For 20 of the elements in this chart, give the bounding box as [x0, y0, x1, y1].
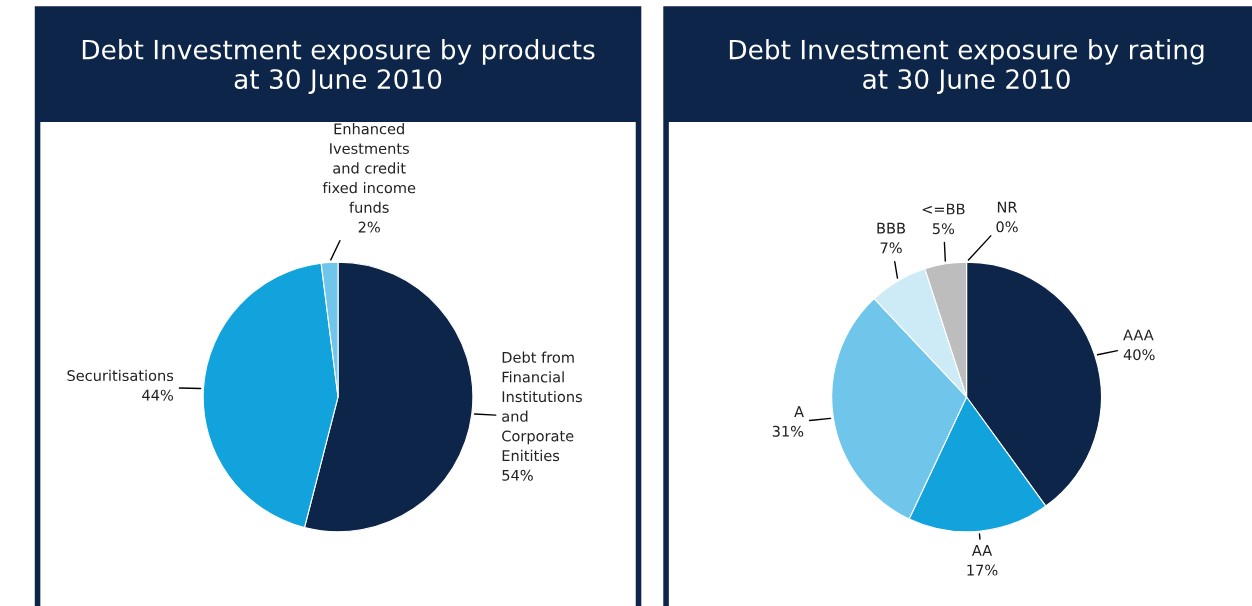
- data-label: 17%: [967, 564, 998, 576]
- slice-label: Securitisations: [67, 369, 174, 382]
- slice-label: AAA: [1123, 329, 1154, 341]
- chart-title: Debt Investment exposure by products at 30 June 2010: [82, 39, 595, 94]
- slice-label: <=BB: [922, 203, 965, 215]
- slice-label: Debt from Financial Institutions and Corporate Enitities: [502, 351, 582, 462]
- data-label: 54%: [502, 469, 533, 481]
- data-label: 7%: [880, 242, 902, 254]
- slice-label: AA: [971, 545, 993, 556]
- slice-label: Enhanced Ivestments and credit fixed income funds: [322, 123, 416, 213]
- data-label: 31%: [772, 425, 804, 437]
- data-label: 40%: [1123, 349, 1155, 361]
- text: 0%: [996, 221, 1018, 233]
- category-label: NR: [997, 201, 1018, 213]
- chart-title: Debt Investment exposure by rating at 30 June 2010: [729, 39, 1204, 94]
- slice-label: A: [794, 406, 804, 417]
- data-label: 2%: [358, 221, 380, 233]
- slice-label: BBB: [877, 222, 906, 234]
- data-label: 5%: [932, 223, 955, 235]
- data-label: 44%: [142, 389, 174, 401]
